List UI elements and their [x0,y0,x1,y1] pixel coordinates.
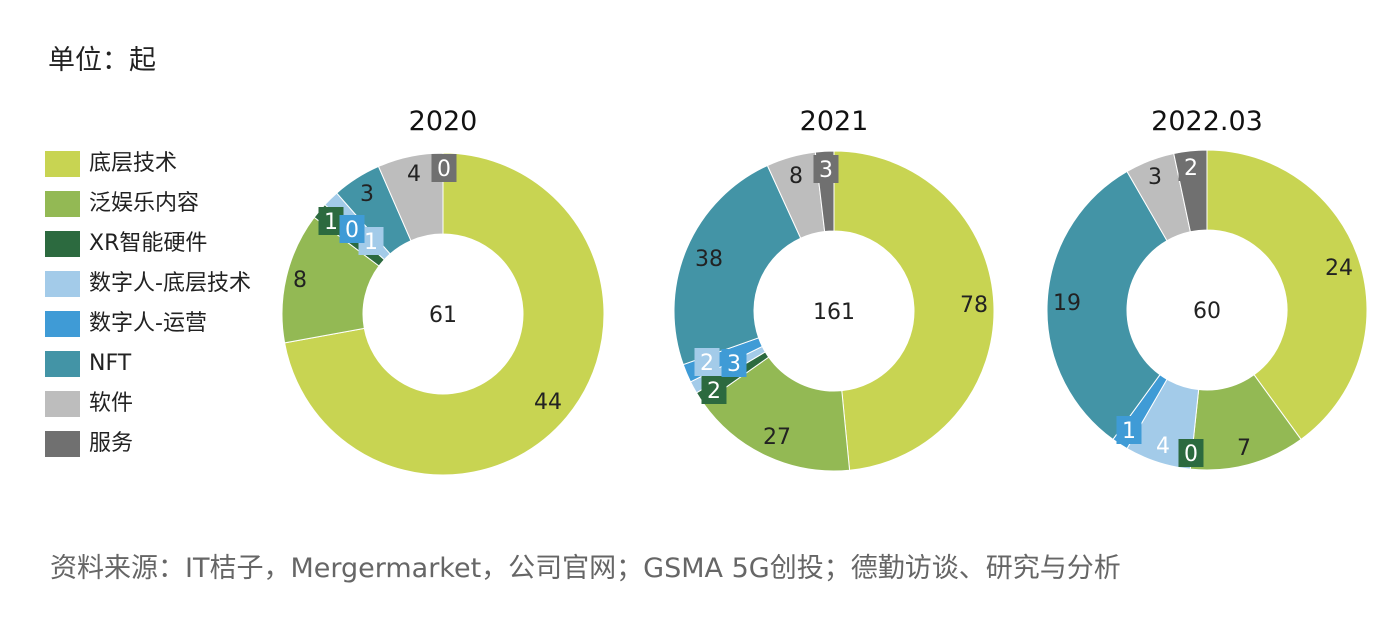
slice-label-box [339,215,365,243]
legend-label: 底层技术 [89,151,178,176]
chart-title: 2020 [409,106,478,137]
slice-label-box [318,207,344,235]
slice-value-label: 0 [437,157,451,182]
slice-label-box [721,349,747,377]
legend-swatch [45,191,80,217]
slice-NFT [673,164,802,366]
legend-item-底层技术: 底层技术 [45,150,285,178]
slice-value-label: 2 [700,351,714,376]
slice-value-label: 2 [1184,156,1198,181]
legend-swatch [45,271,80,297]
chart-total: 61 [429,303,457,328]
slice-底层技术 [833,150,995,471]
legend-label: NFT [89,351,132,376]
slice-value-label: 8 [293,268,307,293]
legend-item-数字人-运营: 数字人-运营 [45,310,285,338]
slice-value-label: 7 [1237,436,1251,461]
slice-value-label: 3 [819,158,833,183]
legend-swatch [45,151,80,177]
slice-底层技术 [284,152,605,476]
slice-value-label: 3 [727,352,741,377]
donut-chart-2022.03: 24 7 041 19 3 2 2022.03 60 [1046,106,1368,471]
slice-value-label: 78 [960,293,988,318]
slice-value-label: 0 [345,218,359,243]
unit-label: 单位：起 [48,45,156,76]
legend-swatch [45,351,80,377]
slice-value-label: 1 [364,230,378,255]
slice-value-label: 44 [534,390,562,415]
slice-value-label: 3 [1148,165,1162,190]
slice-label-box [813,155,839,183]
slice-label-box [431,154,457,182]
slice-value-label: 1 [1122,419,1136,444]
legend-swatch [45,231,80,257]
legend-item-NFT: NFT [45,350,285,378]
legend-label: 数字人-运营 [89,311,207,336]
slice-NFT [1046,170,1168,441]
chart-title: 2022.03 [1151,106,1263,137]
slice-软件 [377,152,444,242]
legend-label: 泛娱乐内容 [89,191,200,216]
legend-item-服务: 服务 [45,430,285,458]
slice-label-box [1178,439,1204,467]
slice-label-box [1116,416,1142,444]
legend-swatch [45,391,80,417]
slice-value-label: 2 [707,379,721,404]
slice-value-label: 4 [407,162,421,187]
legend-item-XR智能硬件: XR智能硬件 [45,230,285,258]
legend-label: 软件 [89,391,134,416]
slice-value-label: 4 [1156,434,1170,459]
chart-title: 2021 [800,106,869,137]
slice-value-label: 27 [763,425,791,450]
slice-value-label: 3 [360,182,374,207]
chart-total: 60 [1193,299,1221,324]
slice-value-label: 24 [1325,256,1353,281]
legend-label: 数字人-底层技术 [89,271,251,296]
slice-label-box [1150,431,1176,459]
chart-total: 161 [813,300,855,325]
legend-item-软件: 软件 [45,390,285,418]
legend-label: 服务 [89,431,134,456]
slice-label-box [1178,153,1204,181]
legend-item-数字人-底层技术: 数字人-底层技术 [45,270,285,298]
slice-label-box [694,348,720,376]
legend-swatch [45,311,80,337]
source-note: 资料来源：IT桔子，Mergermarket，公司官网；GSMA 5G创投；德勤… [50,553,1121,584]
slice-底层技术 [1206,149,1368,441]
legend-label: XR智能硬件 [89,231,208,256]
slice-value-label: 19 [1053,291,1081,316]
slice-value-label: 8 [789,164,803,189]
slice-value-label: 0 [1184,442,1198,467]
slice-label-box [701,376,727,404]
legend-swatch [45,431,80,457]
slice-value-label: 38 [695,247,723,272]
slice-value-label: 1 [324,210,338,235]
legend-item-泛娱乐内容: 泛娱乐内容 [45,190,285,218]
